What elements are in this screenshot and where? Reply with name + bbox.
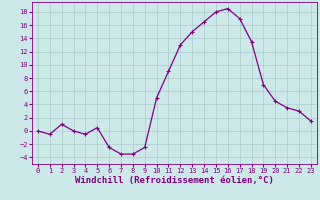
X-axis label: Windchill (Refroidissement éolien,°C): Windchill (Refroidissement éolien,°C) — [75, 176, 274, 185]
